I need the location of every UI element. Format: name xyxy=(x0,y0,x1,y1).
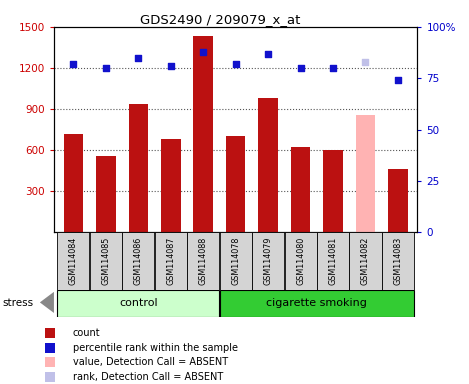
Text: GSM114081: GSM114081 xyxy=(328,237,338,285)
Bar xyxy=(226,136,245,232)
Text: rank, Detection Call = ABSENT: rank, Detection Call = ABSENT xyxy=(73,372,223,382)
Text: count: count xyxy=(73,328,100,338)
Text: GSM114085: GSM114085 xyxy=(101,237,110,285)
Point xyxy=(102,65,110,71)
Bar xyxy=(356,114,375,232)
Bar xyxy=(317,232,349,290)
Point xyxy=(199,48,207,55)
Text: GSM114086: GSM114086 xyxy=(134,237,143,285)
Point xyxy=(135,55,142,61)
Point xyxy=(265,51,272,57)
Bar xyxy=(349,232,382,290)
Text: GSM114084: GSM114084 xyxy=(69,237,78,285)
Bar xyxy=(129,104,148,232)
Bar xyxy=(285,232,317,290)
Point xyxy=(232,61,239,67)
Text: value, Detection Call = ABSENT: value, Detection Call = ABSENT xyxy=(73,358,228,367)
Bar xyxy=(291,147,310,232)
Bar xyxy=(90,232,122,290)
Text: GSM114082: GSM114082 xyxy=(361,237,370,285)
Bar xyxy=(57,290,219,317)
Bar xyxy=(155,232,187,290)
Text: GSM114080: GSM114080 xyxy=(296,237,305,285)
Bar xyxy=(161,139,181,232)
Bar xyxy=(219,290,414,317)
Bar xyxy=(252,232,284,290)
Bar xyxy=(122,232,154,290)
Point xyxy=(167,63,174,69)
Bar xyxy=(323,150,343,232)
Point xyxy=(394,77,401,83)
Text: control: control xyxy=(119,298,158,308)
Point xyxy=(329,65,337,71)
Text: GSM114083: GSM114083 xyxy=(393,237,402,285)
Bar xyxy=(388,169,408,232)
Point xyxy=(297,65,304,71)
Bar xyxy=(57,232,90,290)
Polygon shape xyxy=(40,292,54,313)
Text: GSM114087: GSM114087 xyxy=(166,237,175,285)
Text: GSM114079: GSM114079 xyxy=(264,237,272,285)
Point xyxy=(362,59,369,65)
Text: cigarette smoking: cigarette smoking xyxy=(266,298,367,308)
Bar xyxy=(187,232,219,290)
Text: GDS2490 / 209079_x_at: GDS2490 / 209079_x_at xyxy=(140,13,301,26)
Bar xyxy=(194,36,213,232)
Bar xyxy=(219,232,252,290)
Text: percentile rank within the sample: percentile rank within the sample xyxy=(73,343,238,353)
Bar xyxy=(258,98,278,232)
Text: GSM114088: GSM114088 xyxy=(199,237,208,285)
Bar xyxy=(64,134,83,232)
Point xyxy=(70,61,77,67)
Text: GSM114078: GSM114078 xyxy=(231,237,240,285)
Text: stress: stress xyxy=(2,298,33,308)
Bar xyxy=(382,232,414,290)
Bar xyxy=(96,156,115,232)
